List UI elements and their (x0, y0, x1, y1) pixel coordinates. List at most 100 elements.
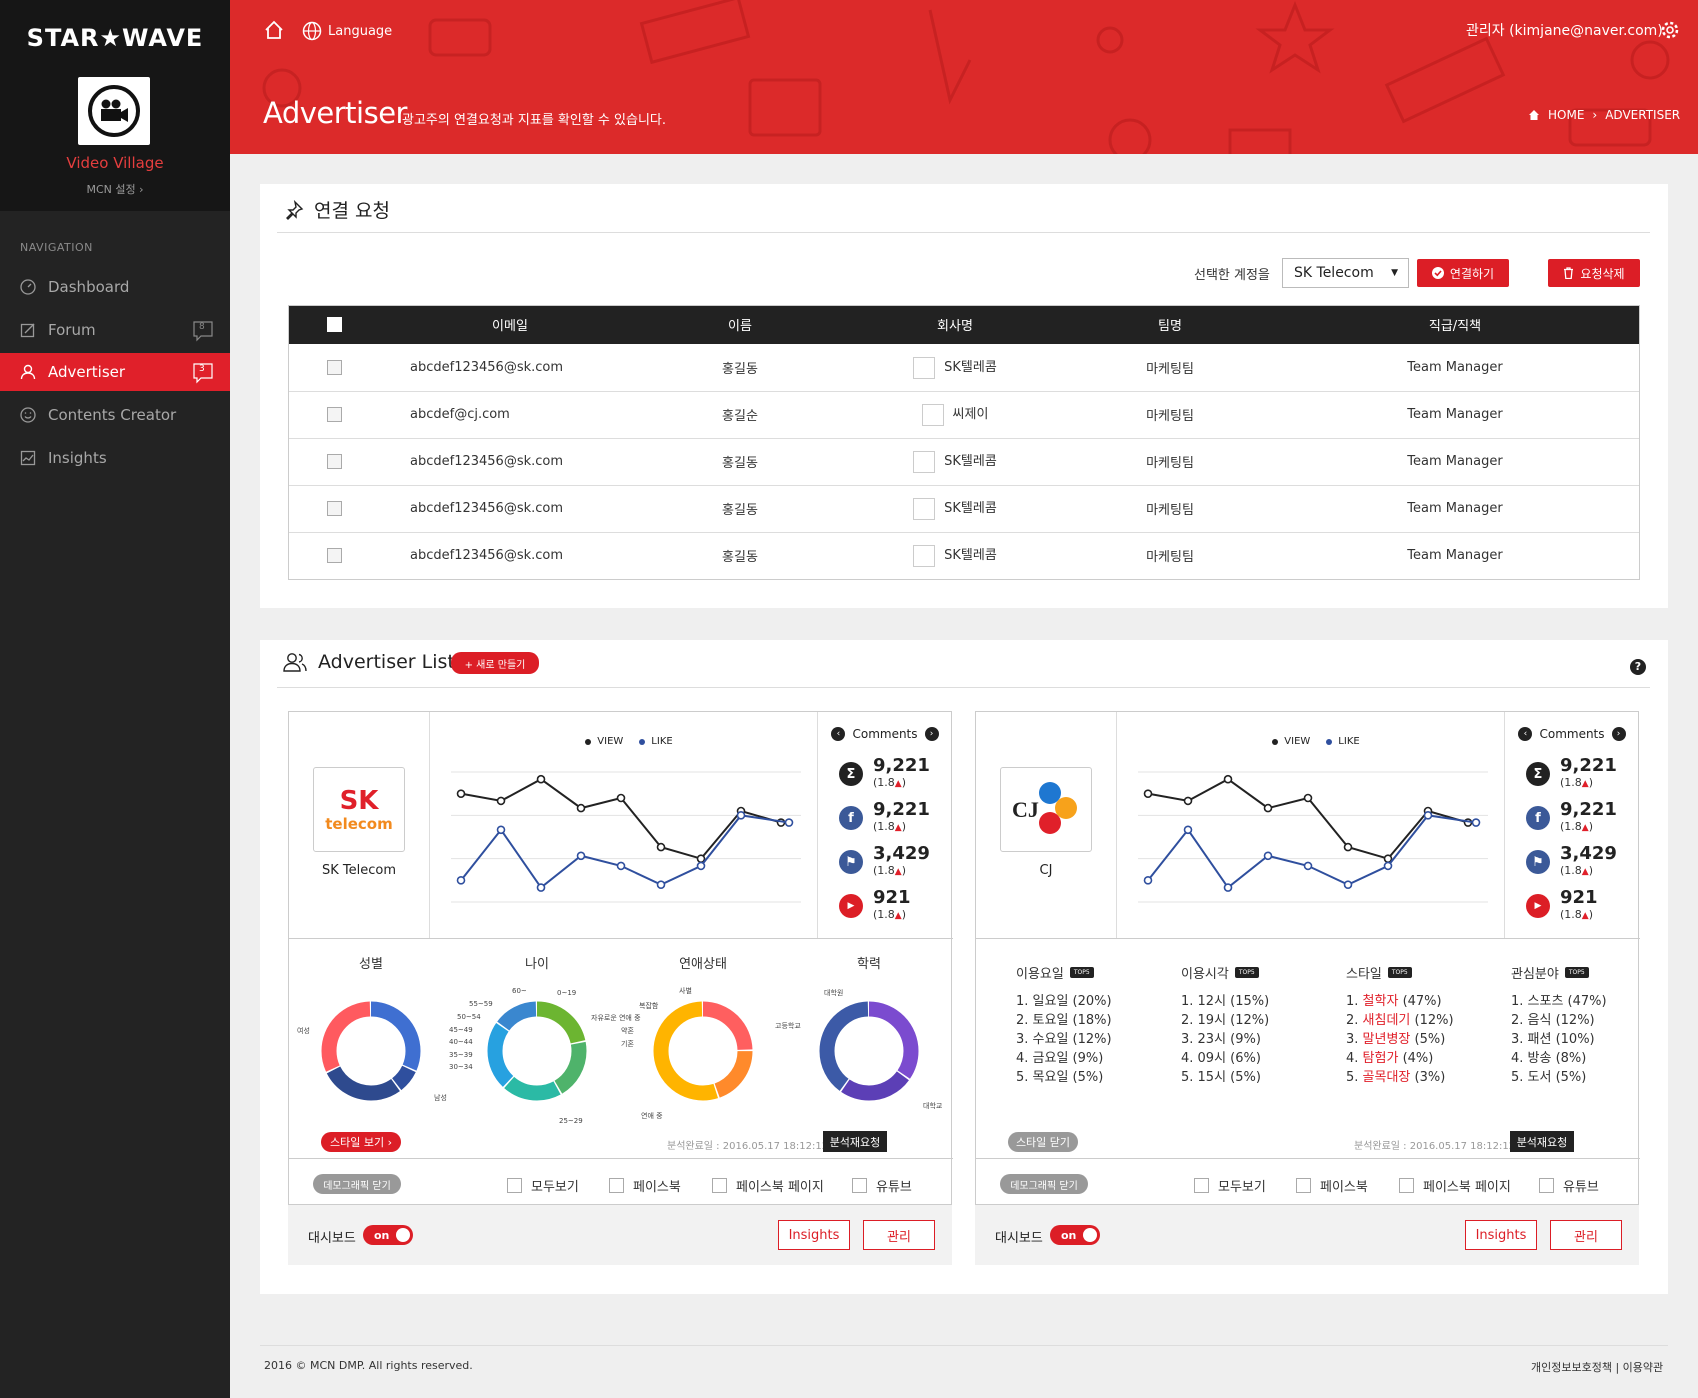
data-point[interactable] (1223, 774, 1233, 784)
rank-style-link[interactable]: 철학자 (1362, 994, 1399, 1009)
rank-style-link[interactable]: 새침데기 (1362, 1013, 1411, 1028)
connect-button[interactable]: 연결하기 (1417, 259, 1509, 287)
table-row[interactable]: abcdef123456@sk.com 홍길동 SK텔레콤 마케팅팀 Team Mana… (288, 485, 1640, 533)
data-point[interactable] (576, 803, 586, 813)
data-point[interactable] (1383, 861, 1393, 871)
data-point[interactable] (536, 774, 546, 784)
page-description: 광고주의 연결요청과 지표를 확인할 수 있습니다. (402, 113, 666, 128)
next-arrow-icon[interactable]: › (924, 727, 939, 741)
account-select[interactable]: SK Telecom ▼ (1282, 258, 1409, 288)
data-point[interactable] (1263, 803, 1273, 813)
reanalyze-button[interactable]: 분석재요청 (823, 1131, 887, 1152)
filter-checkbox[interactable]: 유튜브 (1539, 1176, 1599, 1195)
home-icon[interactable] (263, 19, 285, 45)
data-point[interactable] (1263, 851, 1273, 861)
sidebar-item-forum[interactable]: Forum 8 (0, 311, 230, 349)
insights-button[interactable]: Insights (1465, 1220, 1537, 1250)
rank-style-link[interactable]: 말년병장 (1362, 1032, 1411, 1047)
table-row[interactable]: abcdef@cj.com 홍길순 씨제이 마케팅팀 Team Manager (288, 391, 1640, 439)
row-checkbox[interactable] (326, 359, 342, 375)
user-account[interactable]: 관리자 (kimjane@naver.com) (1466, 23, 1663, 39)
style-view-button[interactable]: 스타일 보기 › (321, 1132, 401, 1152)
row-checkbox[interactable] (326, 454, 342, 469)
filter-checkbox[interactable]: 모두보기 (1194, 1176, 1266, 1195)
table-row[interactable]: abcdef123456@sk.com 홍길동 SK텔레콤 마케팅팀 Team Mana… (288, 438, 1640, 486)
checkbox[interactable] (712, 1178, 727, 1193)
filter-checkbox[interactable]: 페이스북 페이지 (712, 1176, 824, 1195)
data-point[interactable] (616, 861, 626, 871)
data-point[interactable] (656, 842, 666, 852)
sidebar-item-contents-creator[interactable]: Contents Creator (0, 396, 230, 434)
close-demographic-button[interactable]: 데모그래픽 닫기 (313, 1174, 401, 1194)
manage-button[interactable]: 관리 (1550, 1220, 1622, 1250)
data-point[interactable] (1343, 842, 1353, 852)
data-point[interactable] (536, 883, 546, 892)
rank-style-link[interactable]: 골목대장 (1362, 1070, 1411, 1085)
data-point[interactable] (616, 793, 626, 803)
checkbox[interactable] (852, 1178, 867, 1193)
checkbox[interactable] (1399, 1178, 1414, 1193)
brand-logo[interactable]: STAR★WAVE (26, 24, 204, 52)
next-arrow-icon[interactable]: › (1611, 727, 1626, 741)
table-row[interactable]: abcdef123456@sk.com 홍길동 SK텔레콤 마케팅팀 Team Mana… (288, 344, 1640, 392)
language-selector[interactable]: Language (302, 21, 392, 41)
help-icon[interactable]: ? (1630, 659, 1646, 675)
breadcrumb-home[interactable]: HOME (1548, 108, 1585, 122)
delete-request-button[interactable]: 요청삭제 (1548, 259, 1640, 287)
checkbox[interactable] (1296, 1178, 1311, 1193)
data-point[interactable] (576, 851, 586, 861)
checkbox[interactable] (1194, 1178, 1209, 1193)
settings-gear-icon[interactable] (1659, 19, 1681, 45)
sidebar-item-insights[interactable]: Insights (0, 439, 230, 477)
prev-arrow-icon[interactable]: ‹ (1518, 727, 1533, 741)
rank-style-link[interactable]: 탐험가 (1362, 1051, 1399, 1066)
data-point[interactable] (496, 825, 506, 835)
mcn-settings-link[interactable]: MCN 설정 › (86, 183, 144, 196)
data-point[interactable] (456, 876, 466, 885)
data-point[interactable] (1143, 876, 1153, 885)
select-all-checkbox[interactable] (326, 317, 342, 332)
data-point[interactable] (1303, 793, 1313, 803)
insights-button[interactable]: Insights (778, 1220, 850, 1250)
dashboard-toggle[interactable]: on (1050, 1225, 1100, 1245)
table-row[interactable]: abcdef123456@sk.com 홍길동 SK텔레콤 마케팅팀 Team Mana… (288, 532, 1640, 580)
data-point[interactable] (1183, 825, 1193, 835)
channel-avatar[interactable] (78, 77, 150, 145)
data-point[interactable] (784, 818, 794, 827)
reanalyze-button[interactable]: 분석재요청 (1510, 1131, 1574, 1152)
row-checkbox[interactable] (326, 548, 342, 563)
prev-arrow-icon[interactable]: ‹ (831, 727, 846, 741)
filter-checkbox[interactable]: 페이스북 (609, 1176, 681, 1195)
data-point[interactable] (496, 796, 506, 806)
checkbox[interactable] (507, 1178, 522, 1193)
data-point[interactable] (1343, 880, 1353, 889)
data-point[interactable] (1471, 818, 1481, 827)
row-checkbox[interactable] (326, 501, 342, 516)
new-advertiser-button[interactable]: + 새로 만들기 (451, 652, 539, 674)
data-point[interactable] (696, 854, 706, 863)
manage-button[interactable]: 관리 (863, 1220, 935, 1250)
data-point[interactable] (736, 811, 746, 820)
filter-checkbox[interactable]: 유튜브 (852, 1176, 912, 1195)
data-point[interactable] (1143, 789, 1153, 798)
sidebar-item-dashboard[interactable]: Dashboard (0, 268, 230, 306)
filter-checkbox[interactable]: 페이스북 페이지 (1399, 1176, 1511, 1195)
data-point[interactable] (1303, 861, 1313, 871)
data-point[interactable] (1183, 796, 1193, 806)
data-point[interactable] (656, 880, 666, 889)
style-close-button[interactable]: 스타일 닫기 (1008, 1132, 1078, 1152)
data-point[interactable] (696, 861, 706, 871)
data-point[interactable] (1223, 883, 1233, 892)
checkbox[interactable] (1539, 1178, 1554, 1193)
sidebar-item-advertiser[interactable]: Advertiser 3 (0, 353, 230, 391)
data-point[interactable] (456, 789, 466, 798)
close-demographic-button[interactable]: 데모그래픽 닫기 (1000, 1174, 1088, 1194)
row-checkbox[interactable] (326, 407, 342, 422)
checkbox[interactable] (609, 1178, 624, 1193)
dashboard-toggle[interactable]: on (363, 1225, 413, 1245)
data-point[interactable] (1423, 811, 1433, 820)
filter-checkbox[interactable]: 모두보기 (507, 1176, 579, 1195)
data-point[interactable] (1383, 854, 1393, 863)
footer-links[interactable]: 개인정보보호정책 | 이용약관 (1531, 1361, 1664, 1374)
filter-checkbox[interactable]: 페이스북 (1296, 1176, 1368, 1195)
